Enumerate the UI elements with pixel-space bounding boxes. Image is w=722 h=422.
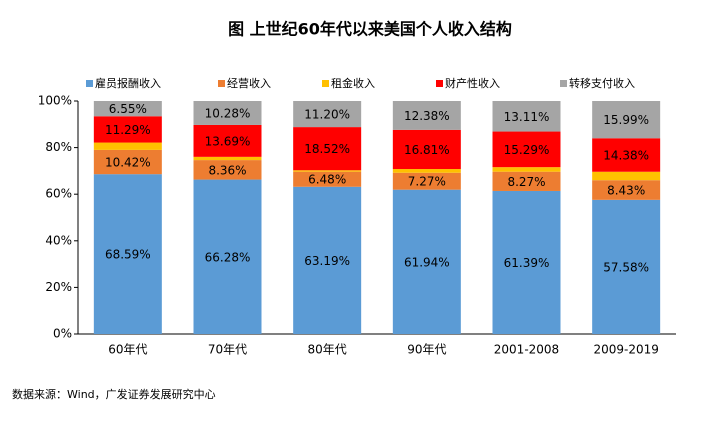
bar-segment <box>293 127 362 171</box>
legend-label: 雇员报酬收入 <box>95 76 161 90</box>
value-label: 61.39% <box>504 256 550 270</box>
legend-label: 转移支付收入 <box>569 76 635 90</box>
bar-segment <box>392 189 461 334</box>
value-label: 8.43% <box>607 184 645 198</box>
legend-label: 财产性收入 <box>445 76 500 90</box>
legend-swatch <box>560 80 567 87</box>
bar-segment <box>392 129 461 170</box>
value-label: 13.11% <box>504 110 550 124</box>
y-tick-label: 60% <box>45 187 72 201</box>
value-label: 57.58% <box>603 260 649 274</box>
value-label: 16.81% <box>404 143 450 157</box>
y-tick-label: 40% <box>45 233 72 247</box>
bar-segment <box>193 179 262 334</box>
value-label: 11.29% <box>105 123 151 137</box>
legend-swatch <box>436 80 443 87</box>
bar-segment <box>592 101 661 139</box>
value-label: 18.52% <box>304 142 350 156</box>
value-label: 10.42% <box>105 156 151 170</box>
value-label: 13.69% <box>205 134 251 148</box>
bar-segment <box>592 199 661 334</box>
x-tick-label: 60年代 <box>108 343 147 357</box>
legend-swatch <box>322 80 329 87</box>
bar-segment <box>392 172 461 190</box>
x-tick-label: 90年代 <box>407 343 446 357</box>
y-tick-label: 100% <box>38 94 72 108</box>
bar-segment <box>592 180 661 200</box>
value-label: 63.19% <box>304 254 350 268</box>
bar-segment <box>193 160 262 180</box>
bar-segment <box>492 190 561 334</box>
x-tick-label: 70年代 <box>208 343 247 357</box>
bar-segment <box>392 101 461 130</box>
value-label: 6.48% <box>308 173 346 187</box>
legend-swatch <box>218 80 225 87</box>
x-tick-label: 80年代 <box>308 343 347 357</box>
x-tick-label: 2001-2008 <box>494 343 559 357</box>
y-tick-label: 0% <box>53 327 72 341</box>
bar-segment <box>392 169 461 173</box>
legend-swatch <box>86 80 93 87</box>
bar-segment <box>492 131 561 168</box>
value-label: 12.38% <box>404 109 450 123</box>
bar-segment <box>93 101 162 117</box>
bar-segment <box>592 171 661 181</box>
bar-segment <box>193 124 262 157</box>
bar-segment <box>93 116 162 143</box>
bar-segment <box>492 101 561 132</box>
value-label: 68.59% <box>105 248 151 262</box>
bar-segment <box>193 101 262 125</box>
value-label: 11.20% <box>304 108 350 122</box>
bar-segment <box>293 101 362 128</box>
value-label: 15.29% <box>504 143 550 157</box>
value-label: 8.27% <box>507 175 545 189</box>
bar-segment <box>193 156 262 161</box>
value-label: 66.28% <box>205 250 251 264</box>
bar-segment <box>592 138 661 172</box>
x-tick-label: 2009-2019 <box>593 343 658 357</box>
value-label: 10.28% <box>205 106 251 120</box>
bar-segment <box>93 149 162 175</box>
legend-label: 经营收入 <box>227 76 271 90</box>
value-label: 6.55% <box>109 102 147 116</box>
bar-segment <box>492 171 561 191</box>
bar-segment <box>93 142 162 150</box>
source-note: 数据来源：Wind，广发证券发展研究中心 <box>12 387 216 401</box>
value-label: 15.99% <box>603 113 649 127</box>
value-label: 14.38% <box>603 149 649 163</box>
bar-segment <box>293 186 362 334</box>
value-label: 7.27% <box>408 175 446 189</box>
value-label: 61.94% <box>404 255 450 269</box>
bar-segment <box>492 167 561 172</box>
y-tick-label: 80% <box>45 140 72 154</box>
value-label: 8.36% <box>208 163 246 177</box>
chart-title: 图 上世纪60年代以来美国个人收入结构 <box>228 20 512 39</box>
y-tick-label: 20% <box>45 280 72 294</box>
bar-segment <box>293 170 362 172</box>
bar-segment <box>93 174 162 334</box>
legend-label: 租金收入 <box>331 76 375 90</box>
bar-segment <box>293 171 362 187</box>
